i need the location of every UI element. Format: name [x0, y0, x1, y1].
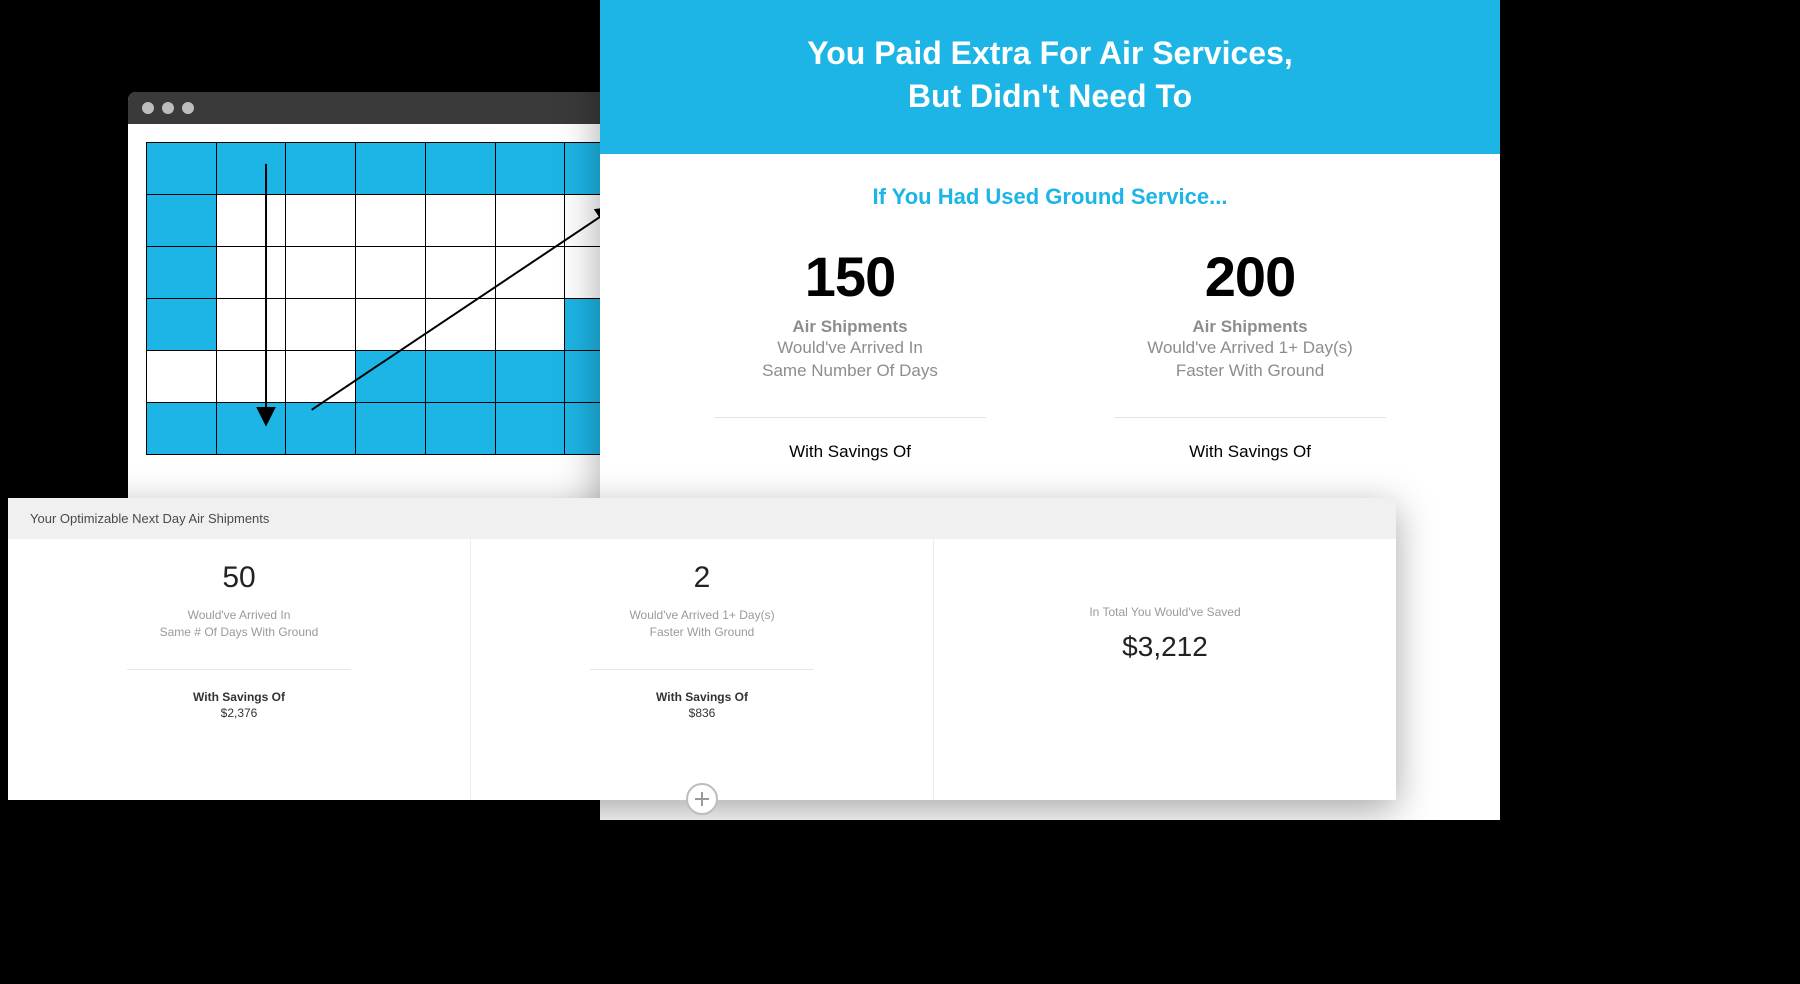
report-col-faster: 200 Air Shipments Would've Arrived 1+ Da…	[1050, 238, 1450, 462]
cell[interactable]	[216, 351, 286, 403]
savings-label: With Savings Of	[684, 442, 1016, 462]
spreadsheet-grid	[146, 142, 635, 455]
stat-bold: Air Shipments	[684, 317, 1016, 337]
report-col-same-days: 150 Air Shipments Would've Arrived In Sa…	[650, 238, 1050, 462]
cell[interactable]	[425, 403, 495, 455]
cell[interactable]	[286, 247, 356, 299]
cell[interactable]	[147, 143, 217, 195]
divider	[1114, 417, 1386, 418]
savings-label: With Savings Of	[521, 690, 883, 704]
zoom-icon[interactable]	[182, 102, 194, 114]
savings-value: $2,376	[58, 706, 420, 720]
cell[interactable]	[286, 403, 356, 455]
divider	[127, 669, 351, 670]
report-title-line2: But Didn't Need To	[640, 75, 1460, 118]
cell[interactable]	[495, 299, 565, 351]
cell[interactable]	[286, 195, 356, 247]
cell[interactable]	[495, 247, 565, 299]
dash-col-same-days: 50 Would've Arrived In Same # Of Days Wi…	[8, 539, 471, 799]
stat-line: Would've Arrived 1+ Day(s)	[1084, 337, 1416, 360]
stat-line: Would've Arrived In Same # Of Days With …	[58, 607, 420, 641]
stat-value: 50	[58, 561, 420, 595]
stat-line-text: Would've Arrived In	[58, 607, 420, 624]
cell[interactable]	[147, 403, 217, 455]
total-value: $3,212	[984, 631, 1346, 663]
cell[interactable]	[356, 143, 426, 195]
cell[interactable]	[425, 299, 495, 351]
report-subtitle: If You Had Used Ground Service...	[600, 184, 1500, 210]
dashboard-title: Your Optimizable Next Day Air Shipments	[8, 498, 1396, 539]
savings-label: With Savings Of	[58, 690, 420, 704]
spreadsheet-body	[128, 124, 653, 473]
cell[interactable]	[286, 351, 356, 403]
dash-col-total: In Total You Would've Saved $3,212	[934, 539, 1396, 799]
stat-line-text: Would've Arrived 1+ Day(s)	[521, 607, 883, 624]
minimize-icon[interactable]	[162, 102, 174, 114]
cell[interactable]	[356, 403, 426, 455]
stat-line: Faster With Ground	[1084, 360, 1416, 383]
report-title: You Paid Extra For Air Services, But Did…	[600, 0, 1500, 154]
cell[interactable]	[147, 247, 217, 299]
dash-col-faster: 2 Would've Arrived 1+ Day(s) Faster With…	[471, 539, 934, 799]
cell[interactable]	[495, 403, 565, 455]
cell[interactable]	[286, 299, 356, 351]
dashboard-body: 50 Would've Arrived In Same # Of Days Wi…	[8, 539, 1396, 799]
cell[interactable]	[425, 247, 495, 299]
cell[interactable]	[216, 247, 286, 299]
dashboard-panel: Your Optimizable Next Day Air Shipments …	[8, 498, 1396, 800]
savings-value: $836	[521, 706, 883, 720]
cell[interactable]	[216, 143, 286, 195]
cell[interactable]	[147, 351, 217, 403]
divider	[590, 669, 814, 670]
close-icon[interactable]	[142, 102, 154, 114]
report-columns: 150 Air Shipments Would've Arrived In Sa…	[600, 238, 1500, 462]
cell[interactable]	[216, 403, 286, 455]
stat-bold: Air Shipments	[1084, 317, 1416, 337]
stat-line: Same Number Of Days	[684, 360, 1016, 383]
report-title-line1: You Paid Extra For Air Services,	[640, 32, 1460, 75]
cell[interactable]	[425, 143, 495, 195]
cell[interactable]	[495, 143, 565, 195]
stat-line-text: Same # Of Days With Ground	[58, 624, 420, 641]
cell[interactable]	[425, 195, 495, 247]
stat-line: Would've Arrived 1+ Day(s) Faster With G…	[521, 607, 883, 641]
cell[interactable]	[286, 143, 356, 195]
cell[interactable]	[356, 195, 426, 247]
savings-label: With Savings Of	[1084, 442, 1416, 462]
stat-line: Would've Arrived In	[684, 337, 1016, 360]
stat-line-text: Faster With Ground	[521, 624, 883, 641]
cell[interactable]	[147, 195, 217, 247]
divider	[714, 417, 986, 418]
stat-value: 150	[684, 244, 1016, 309]
cell[interactable]	[216, 299, 286, 351]
cell[interactable]	[425, 351, 495, 403]
cell[interactable]	[356, 247, 426, 299]
cell[interactable]	[495, 351, 565, 403]
cell[interactable]	[495, 195, 565, 247]
window-titlebar	[128, 92, 653, 124]
total-label: In Total You Would've Saved	[984, 605, 1346, 619]
expand-button[interactable]	[686, 783, 718, 815]
spreadsheet-window	[128, 92, 653, 507]
cell[interactable]	[356, 351, 426, 403]
stat-value: 2	[521, 561, 883, 595]
cell[interactable]	[356, 299, 426, 351]
cell[interactable]	[147, 299, 217, 351]
cell[interactable]	[216, 195, 286, 247]
stat-value: 200	[1084, 244, 1416, 309]
